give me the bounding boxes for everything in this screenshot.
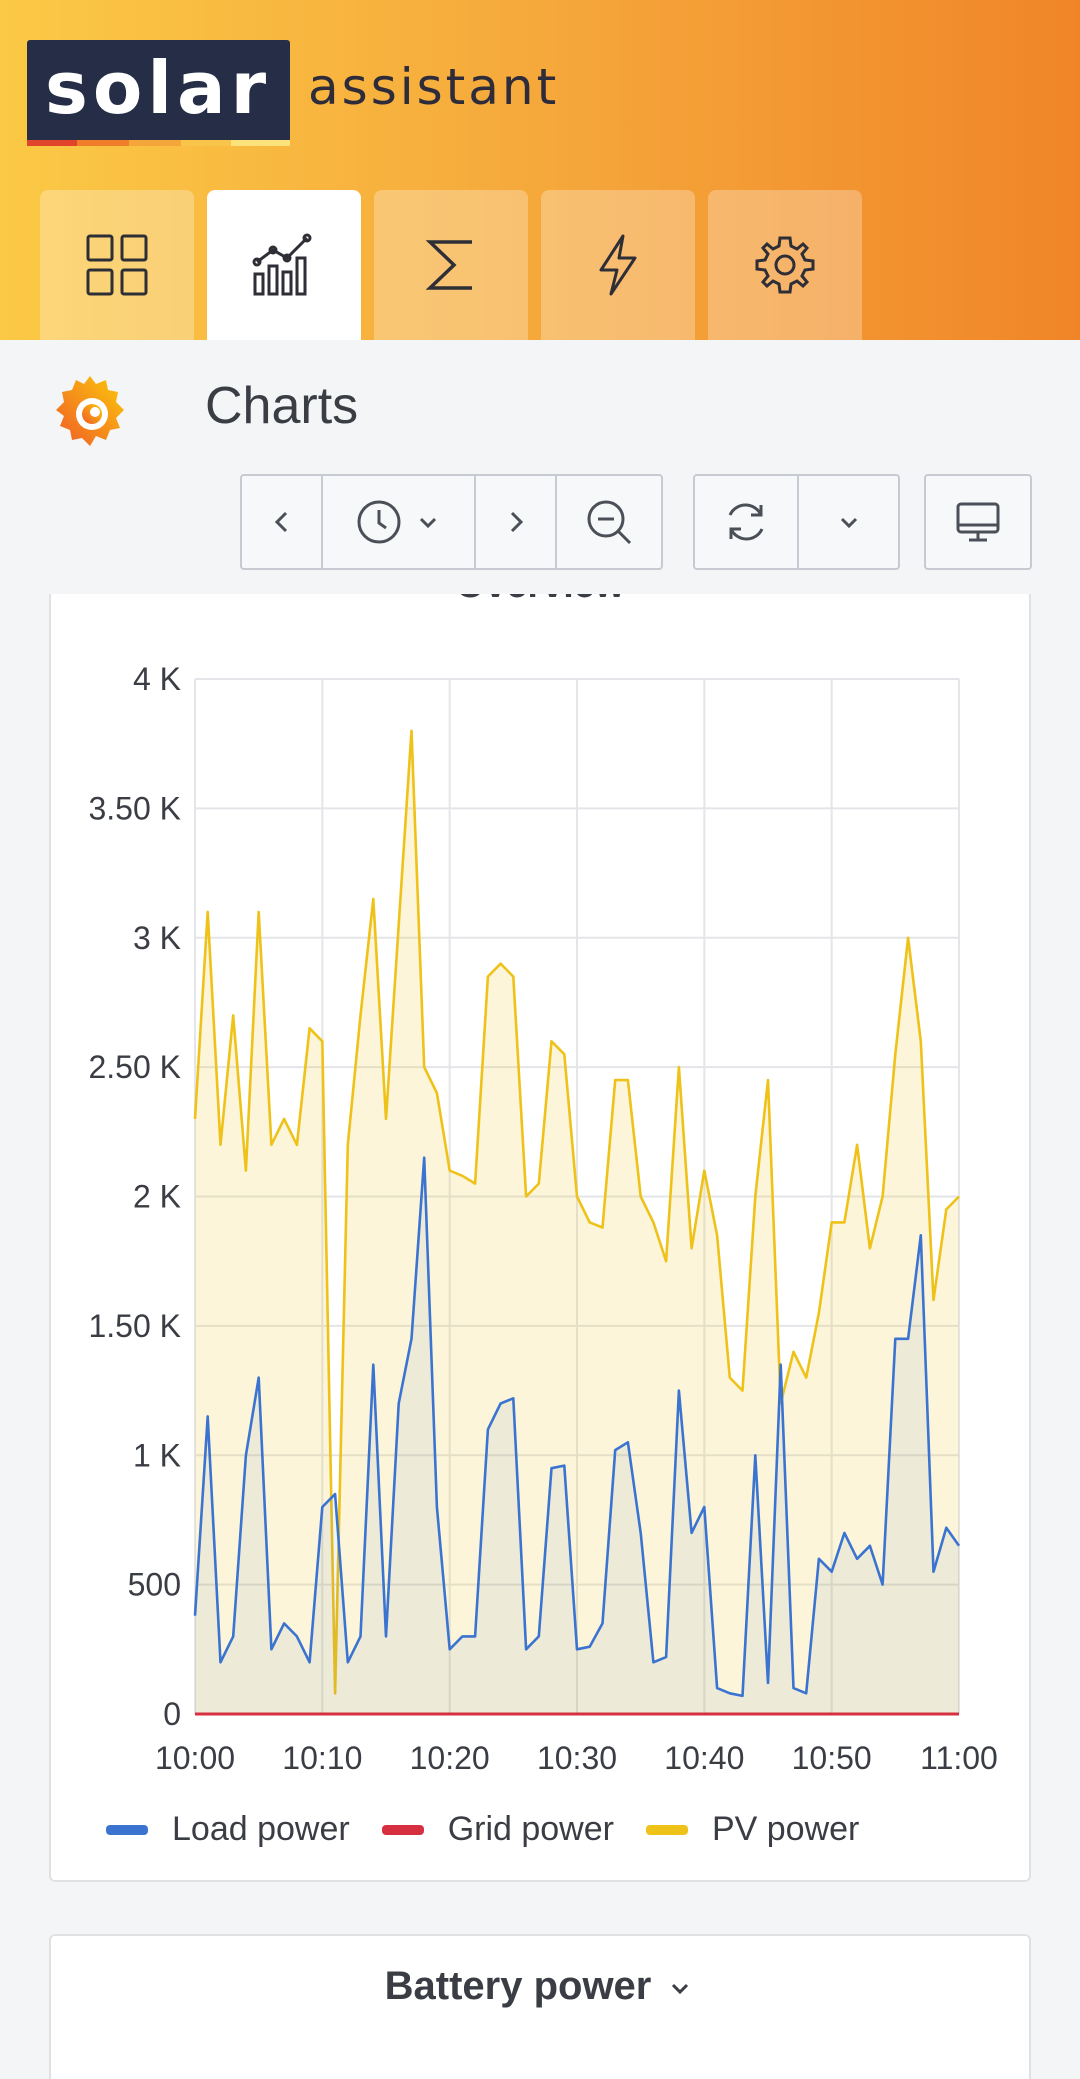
chevron-down-icon xyxy=(672,1984,689,1995)
tab-charts[interactable] xyxy=(207,190,361,340)
y-tick-label: 500 xyxy=(128,1567,181,1603)
dashboard-grid-icon xyxy=(86,234,148,296)
chart-legend: Load power Grid power PV power xyxy=(106,1810,891,1849)
logo-subtitle: assistant xyxy=(308,58,560,116)
y-tick-label: 1 K xyxy=(133,1437,181,1473)
battery-power-panel: Battery power xyxy=(49,1934,1031,2079)
panel-title: Overview xyxy=(51,594,1029,607)
y-tick-label: 1.50 K xyxy=(88,1308,181,1344)
zoom-out-button[interactable] xyxy=(557,476,661,568)
refresh-interval-dropdown[interactable] xyxy=(799,476,898,568)
page-title: Charts xyxy=(205,377,359,435)
series-area-2 xyxy=(195,730,959,1714)
time-back-button[interactable] xyxy=(242,476,323,568)
logo-stripes xyxy=(27,140,290,146)
chevron-down-icon xyxy=(840,517,857,529)
chevron-down-icon xyxy=(419,517,436,529)
monitor-icon xyxy=(956,502,1000,542)
refresh-controls xyxy=(693,474,900,570)
legend-label: Grid power xyxy=(447,1810,614,1848)
solar-assistant-logo[interactable]: solar xyxy=(27,40,290,146)
legend-swatch xyxy=(381,1824,424,1835)
y-tick-label: 3 K xyxy=(133,920,181,956)
legend-swatch xyxy=(645,1824,688,1835)
x-tick-label: 10:00 xyxy=(155,1740,235,1776)
chevron-left-icon xyxy=(274,511,287,533)
x-tick-label: 10:20 xyxy=(410,1740,490,1776)
app-header: solar assistant xyxy=(0,0,1080,340)
zoom-out-icon xyxy=(587,500,632,545)
y-tick-label: 0 xyxy=(163,1696,181,1732)
series-line-2 xyxy=(193,729,960,1695)
lightning-power-icon xyxy=(599,234,637,296)
tab-dashboard[interactable] xyxy=(40,190,194,340)
time-range-controls xyxy=(240,474,663,570)
charts-icon xyxy=(252,233,312,296)
refresh-icon xyxy=(728,503,764,541)
y-tick-label: 2.50 K xyxy=(88,1049,181,1085)
legend-swatch xyxy=(106,1824,148,1835)
logo-text: solar xyxy=(45,46,272,130)
tv-mode-button[interactable] xyxy=(926,476,1030,568)
panel2-title: Battery power xyxy=(384,1964,652,2008)
tab-power[interactable] xyxy=(541,190,695,340)
legend-label: PV power xyxy=(711,1810,860,1848)
chevron-right-icon xyxy=(510,511,523,533)
grafana-logo-icon xyxy=(56,376,124,446)
x-tick-label: 10:40 xyxy=(664,1740,744,1776)
x-tick-label: 10:30 xyxy=(537,1740,617,1776)
tab-settings[interactable] xyxy=(708,190,862,340)
x-tick-label: 10:10 xyxy=(282,1740,362,1776)
series-area-0 xyxy=(195,1157,959,1714)
legend-item[interactable]: Load power xyxy=(106,1810,350,1849)
x-tick-label: 11:00 xyxy=(920,1740,998,1776)
panel2-header[interactable]: Battery power xyxy=(51,1964,1029,2009)
time-picker-button[interactable] xyxy=(323,476,476,568)
overview-chart[interactable]: 0 500 1 K 1.50 K 2 K 2.50 K 3 K 3.50 K 4 K 10:00 1… xyxy=(51,594,1031,1882)
tab-totals[interactable] xyxy=(374,190,528,340)
clock-icon xyxy=(357,500,400,544)
sigma-totals-icon xyxy=(425,240,472,290)
y-tick-label: 4 K xyxy=(133,661,181,697)
overview-panel: Overview 0 500 1 K 1.50 K 2 K 2.50 K 3 K 3.50 K… xyxy=(49,594,1031,1882)
view-mode-controls xyxy=(924,474,1032,570)
series-line-0 xyxy=(193,1156,961,1698)
legend-label: Load power xyxy=(172,1810,350,1848)
y-tick-label: 2 K xyxy=(133,1179,181,1215)
x-tick-label: 10:50 xyxy=(792,1740,872,1776)
refresh-button[interactable] xyxy=(695,476,799,568)
legend-item[interactable]: PV power xyxy=(645,1810,860,1849)
legend-item[interactable]: Grid power xyxy=(381,1810,614,1849)
time-forward-button[interactable] xyxy=(476,476,557,568)
y-tick-label: 3.50 K xyxy=(88,790,181,826)
gear-settings-icon xyxy=(755,236,815,294)
